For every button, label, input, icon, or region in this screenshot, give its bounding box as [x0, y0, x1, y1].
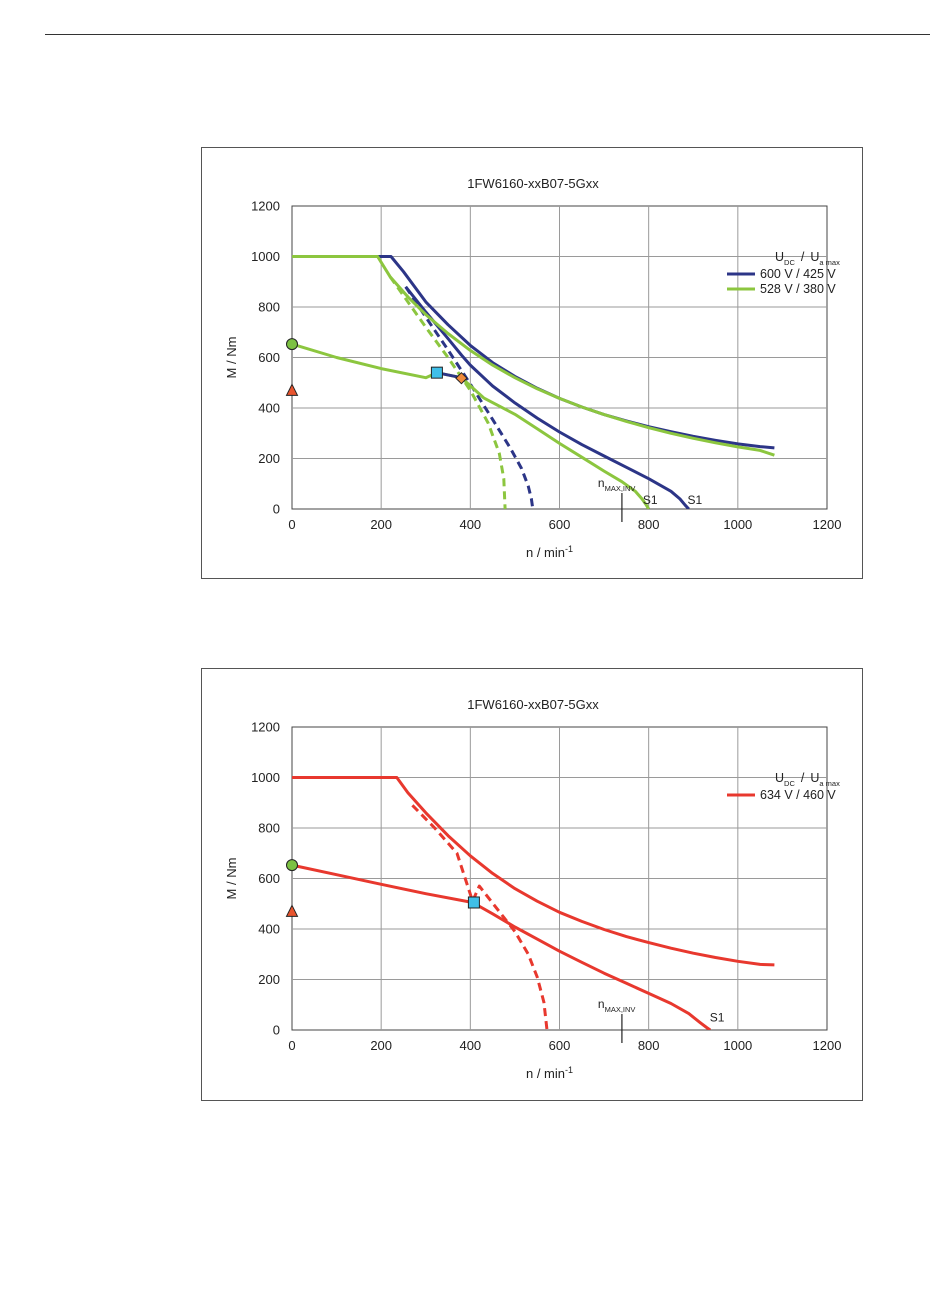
marker-triangle	[285, 904, 299, 917]
y-tick-label: 1000	[251, 249, 280, 264]
marker-circle	[286, 859, 298, 872]
x-tick-label: 200	[370, 517, 392, 532]
x-tick-label: 400	[459, 1038, 481, 1053]
series-line-1	[291, 863, 712, 1030]
x-axis-label: n / min-1	[526, 544, 573, 560]
chart-panel-1: 1FW6160-xxB07-5Gxx 0 200 400 600 800 1000 1200 0…	[201, 147, 863, 579]
s1-label-0: S1	[710, 1010, 725, 1024]
legend-title-u: U	[775, 771, 784, 785]
x-tick-label: 600	[549, 1038, 571, 1053]
y-axis-label: M / Nm	[224, 858, 239, 900]
marker-diamond	[455, 371, 468, 385]
x-tick-label: 600	[549, 517, 571, 532]
x-tick-label: 1000	[723, 1038, 752, 1053]
s1-label-1: S1	[687, 493, 702, 507]
y-tick-label: 1200	[251, 720, 280, 735]
series-line-5	[388, 275, 507, 509]
legend-title-sep: /	[801, 250, 805, 264]
legend-title-dc: DC	[784, 779, 795, 788]
legend-title: UDC / Ua max	[775, 771, 840, 788]
series-line-0	[292, 776, 775, 967]
x-tick-label: 1000	[723, 517, 752, 532]
series-line-3	[292, 255, 775, 457]
legend-title-amax: a max	[819, 779, 840, 788]
x-axis-label: n / min-1	[526, 1065, 573, 1081]
legend-title: UDC / Ua max	[775, 250, 840, 267]
series-line-4	[291, 342, 650, 509]
chart-panel-2: 1FW6160-xxB07-5Gxx 0 200 400 600 800 1000 1200 0…	[201, 668, 863, 1101]
y-tick-label: 1000	[251, 770, 280, 785]
y-tick-label: 200	[258, 451, 280, 466]
legend-title-ua: U	[810, 771, 819, 785]
legend-title-amax: a max	[819, 258, 840, 267]
marker-triangle	[285, 383, 299, 396]
x-tick-label: 200	[370, 1038, 392, 1053]
chart-title: 1FW6160-xxB07-5Gxx	[467, 697, 599, 712]
y-tick-label: 400	[258, 401, 280, 416]
x-tick-label: 0	[288, 1038, 295, 1053]
page-top-rule	[45, 34, 930, 35]
y-tick-label: 600	[258, 350, 280, 365]
nmax-label-sub: MAX,INV	[605, 484, 636, 493]
x-axis-label-sup: -1	[565, 544, 573, 554]
nmax-label-sub: MAX,INV	[605, 1005, 636, 1014]
y-tick-label: 400	[258, 922, 280, 937]
y-tick-label: 800	[258, 821, 280, 836]
x-tick-label: 1200	[813, 1038, 842, 1053]
marker-square	[430, 366, 443, 379]
legend-entry-0: 600 V / 425 V	[760, 267, 836, 281]
x-axis-label-sup: -1	[565, 1065, 573, 1075]
chart-svg-1: 1FW6160-xxB07-5Gxx 0 200 400 600 800 1000 1200 0…	[224, 176, 842, 560]
marker-square	[467, 896, 480, 909]
y-tick-label: 800	[258, 300, 280, 315]
legend-entry-3: 528 V / 380 V	[760, 282, 836, 296]
y-tick-label: 0	[273, 502, 280, 517]
series-line-2	[411, 804, 549, 1030]
legend-title-sep: /	[801, 771, 805, 785]
x-tick-label: 400	[459, 517, 481, 532]
legend-title-u: U	[775, 250, 784, 264]
x-tick-label: 0	[288, 517, 295, 532]
y-tick-label: 600	[258, 871, 280, 886]
y-tick-label: 0	[273, 1023, 280, 1038]
y-tick-label: 1200	[251, 199, 280, 214]
legend-entry-0: 634 V / 460 V	[760, 788, 836, 802]
s1-label-0: S1	[643, 493, 658, 507]
y-axis-label: M / Nm	[224, 337, 239, 379]
x-tick-label: 800	[638, 517, 660, 532]
marker-circle	[286, 338, 298, 351]
x-tick-label: 800	[638, 1038, 660, 1053]
series-line-2	[404, 285, 535, 509]
x-tick-label: 1200	[813, 517, 842, 532]
chart-title: 1FW6160-xxB07-5Gxx	[467, 176, 599, 191]
y-tick-label: 200	[258, 972, 280, 987]
legend-title-ua: U	[810, 250, 819, 264]
legend-title-dc: DC	[784, 258, 795, 267]
series-line-1	[404, 285, 690, 509]
chart-svg-2: 1FW6160-xxB07-5Gxx 0 200 400 600 800 1000 1200 0…	[224, 697, 842, 1081]
